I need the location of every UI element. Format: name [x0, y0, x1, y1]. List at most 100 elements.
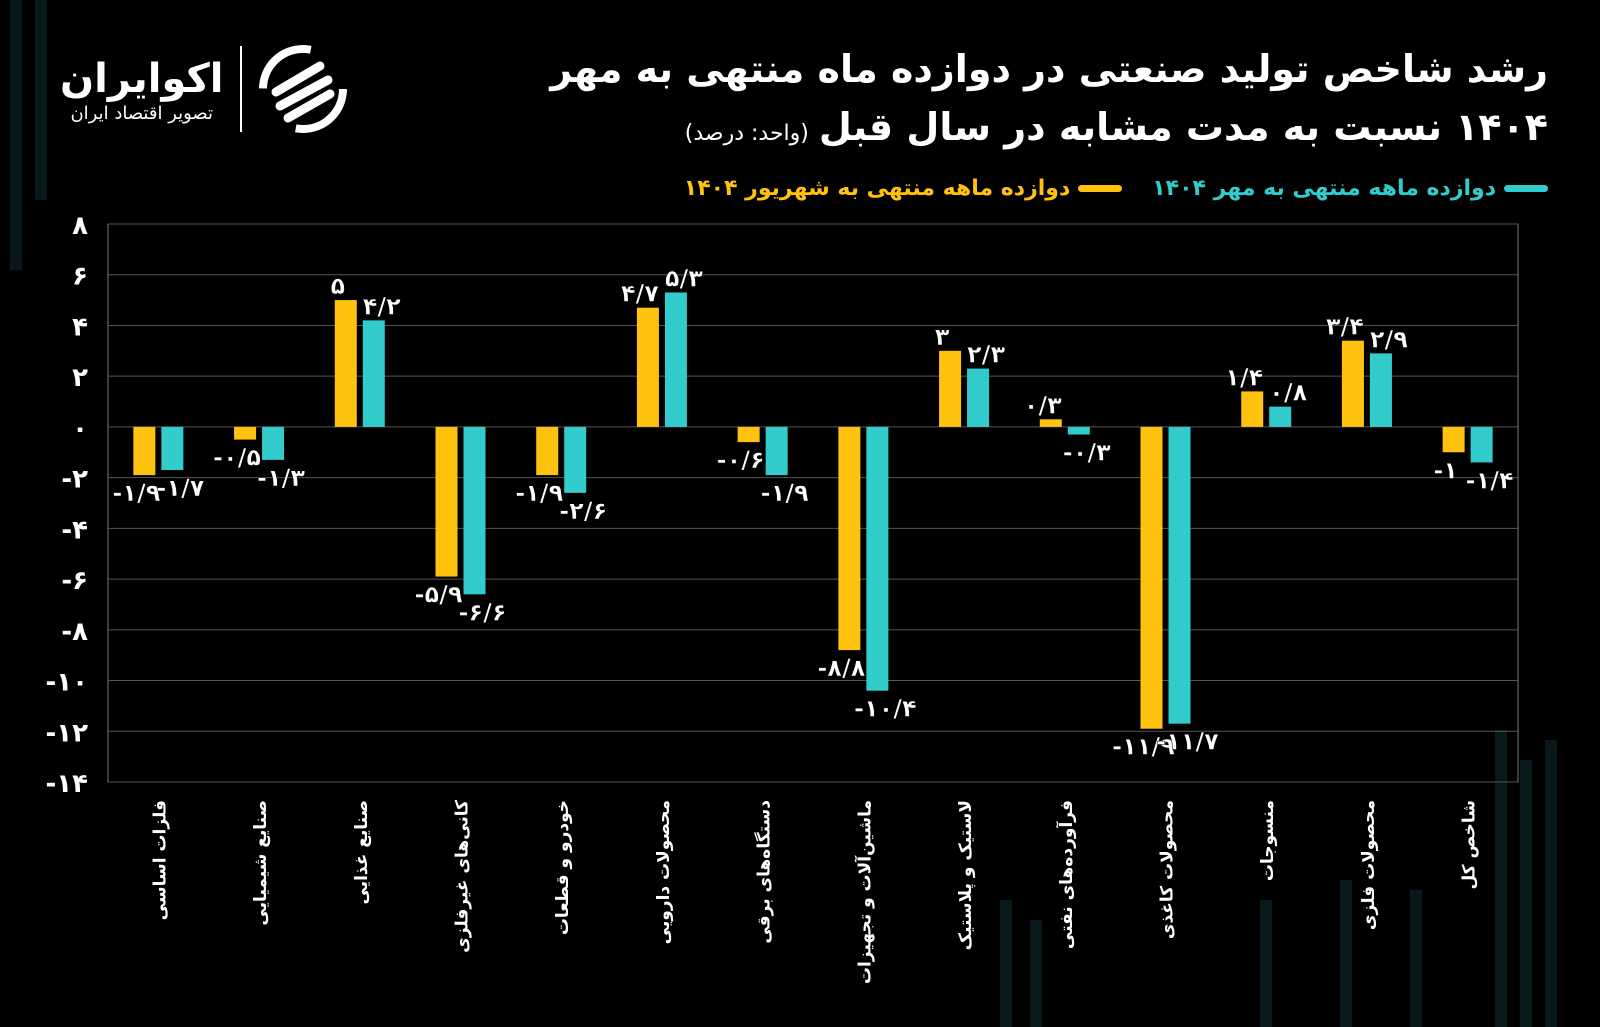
bar-mehr: [564, 426, 587, 493]
data-label: -۱: [1433, 456, 1458, 484]
x-tick-label: محصولات دارویی: [654, 800, 674, 944]
logo-name: اکوایران: [60, 55, 224, 102]
data-label: ۲/۹: [1370, 325, 1408, 353]
y-tick-label: -۱۴: [45, 769, 88, 799]
bar-mehr: [1067, 426, 1090, 435]
y-tick-label: -۶: [61, 566, 88, 596]
data-label: -۰/۳: [1063, 439, 1111, 467]
data-label: -۱/۳: [257, 464, 305, 492]
bar-mehr: [262, 426, 285, 460]
data-label: ۰/۳: [1024, 391, 1062, 419]
data-label: -۱۰/۴: [854, 695, 917, 723]
bar-shahrivar: [1442, 426, 1465, 453]
data-label: -۱۱/۹: [1112, 733, 1175, 761]
x-tick-label: محصولات کاغذی: [1158, 800, 1178, 939]
bar-mehr: [1168, 426, 1191, 724]
data-label: ۲/۳: [967, 341, 1005, 369]
background-decoration: [1545, 740, 1557, 1027]
x-tick-label: کانی‌های غیرفلزی: [453, 800, 473, 953]
bar-mehr: [664, 292, 687, 427]
legend-swatch: [1504, 185, 1548, 192]
x-tick-label: صنایع غذایی: [352, 800, 372, 905]
data-label: ۴/۲: [363, 292, 401, 320]
legend-item-shahrivar: دوازده ماهه منتهی به شهریور ۱۴۰۴: [683, 176, 1123, 201]
y-tick-label: ۰: [72, 414, 88, 444]
logo-divider: [239, 46, 242, 132]
x-tick-label: لاستیک و پلاستیک: [956, 800, 976, 950]
data-label: ۵/۳: [665, 264, 703, 292]
x-tick-label: خودرو و قطعات: [553, 800, 573, 935]
background-decoration: [1410, 890, 1422, 1027]
x-tick-label: ماشین‌آلات و تجهیزات: [853, 800, 875, 984]
bar-mehr: [161, 426, 184, 471]
bar-mehr: [765, 426, 788, 476]
data-label: -۱۱/۷: [1156, 728, 1219, 756]
x-tick-label: صنایع شیمیایی: [251, 800, 271, 926]
data-label: ۳/۴: [1326, 313, 1364, 341]
data-label: -۱/۹: [112, 479, 160, 507]
legend-item-mehr: دوازده ماهه منتهی به مهر ۱۴۰۴: [1152, 176, 1548, 201]
title-line-1: رشد شاخص تولید صنعتی در دوازده ماه منتهی…: [550, 47, 1548, 91]
x-tick-label: دستگاه‌های برقی: [754, 800, 775, 944]
bar-mehr: [1269, 406, 1292, 427]
data-label: -۱/۴: [1466, 466, 1514, 494]
y-tick-label: -۱۰: [45, 668, 88, 698]
bar-shahrivar: [435, 426, 458, 577]
data-label: -۲/۶: [559, 497, 607, 525]
bar-mehr: [866, 426, 889, 691]
legend-label: دوازده ماهه منتهی به شهریور ۱۴۰۴: [683, 176, 1071, 201]
bar-shahrivar: [1039, 419, 1062, 427]
x-tick-label: منسوجات: [1258, 800, 1278, 881]
data-label: -۵/۹: [414, 581, 462, 609]
bar-shahrivar: [838, 426, 861, 651]
bar-shahrivar: [536, 426, 559, 476]
data-label: ۰/۸: [1269, 379, 1307, 407]
data-label: ۳: [935, 323, 950, 351]
chart-title: رشد شاخص تولید صنعتی در دوازده ماه منتهی…: [550, 40, 1548, 163]
background-decoration: [1520, 760, 1532, 1027]
data-label: -۱/۹: [515, 479, 563, 507]
background-decoration: [1030, 920, 1042, 1027]
data-label: ۵: [330, 272, 345, 300]
bar-shahrivar: [334, 300, 357, 427]
y-tick-label: -۱۲: [45, 718, 88, 748]
data-label: -۱/۹: [761, 479, 809, 507]
background-decoration: [1495, 730, 1507, 1027]
data-label: ۴/۷: [621, 280, 659, 308]
bar-mehr: [1470, 426, 1493, 463]
bar-shahrivar: [1341, 340, 1364, 427]
bar-mehr: [463, 426, 486, 595]
legend-label: دوازده ماهه منتهی به مهر ۱۴۰۴: [1152, 176, 1496, 201]
data-label: ۱/۴: [1225, 363, 1263, 391]
data-label: -۸/۸: [817, 654, 865, 682]
x-tick-label: فلزات اساسی: [150, 800, 170, 920]
bar-shahrivar: [1140, 426, 1163, 729]
unit-label: (واحد: درصد): [684, 121, 809, 146]
bar-mehr: [1369, 353, 1392, 427]
y-tick-label: -۲: [61, 465, 88, 495]
data-label: -۰/۶: [717, 446, 765, 474]
logo: اکوایران تصویر اقتصاد ایران: [60, 44, 348, 134]
legend: دوازده ماهه منتهی به مهر ۱۴۰۴ دوازده ماه…: [684, 176, 1548, 201]
background-decoration: [10, 0, 22, 270]
title-line-2: ۱۴۰۴ نسبت به مدت مشابه در سال قبل: [818, 105, 1548, 149]
data-label: -۶/۶: [458, 598, 506, 626]
background-decoration: [35, 0, 47, 200]
logo-icon: [258, 45, 347, 133]
bar-shahrivar: [939, 350, 962, 427]
bar-shahrivar: [234, 426, 257, 440]
background-decoration: [1340, 880, 1352, 1027]
logo-tagline: تصویر اقتصاد ایران: [70, 102, 214, 124]
plot-frame: [107, 223, 1519, 783]
y-tick-label: -۸: [61, 617, 88, 647]
legend-swatch: [1078, 185, 1123, 192]
y-tick-label: ۲: [72, 363, 88, 393]
y-tick-label: ۴: [72, 312, 88, 342]
x-tick-label: فرآورده‌های نفتی: [1055, 800, 1077, 949]
x-tick-label: شاخص کل: [1460, 800, 1480, 890]
y-tick-label: ۸: [72, 211, 88, 241]
bar-shahrivar: [636, 307, 659, 427]
bar-mehr: [362, 320, 385, 427]
y-tick-label: -۴: [61, 515, 88, 545]
